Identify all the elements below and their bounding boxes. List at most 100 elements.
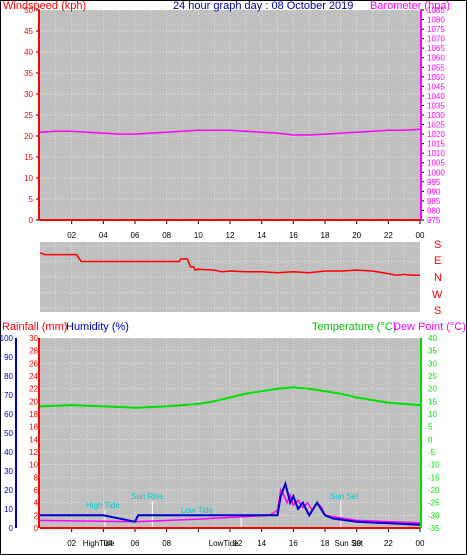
temperature-axis-label: Temperature (°C): [312, 321, 396, 333]
barometer-tick-label: 1050: [427, 73, 445, 82]
temperature-tick-label: 25: [428, 372, 437, 381]
temperature-tick-label: -5: [428, 448, 436, 457]
bottom-x-tick-label: 02: [67, 539, 76, 548]
x-tick-label: 10: [194, 231, 203, 240]
direction-label-n: N: [434, 272, 442, 284]
bottom-x-tick-label: LowTide: [209, 539, 239, 548]
low-tide-label: Low Tide: [181, 506, 214, 515]
grid-lines: [40, 9, 420, 529]
direction-label-s-top: S: [434, 239, 441, 251]
temperature-tick-label: 35: [428, 347, 437, 356]
bottom-x-tick-label: 20: [352, 539, 361, 548]
x-tick-label: 22: [384, 231, 393, 240]
humidity-tick-label: 0: [9, 524, 14, 533]
chart-title: 24 hour graph day : 08 October 2019: [173, 0, 353, 12]
x-tick-label: 14: [257, 231, 266, 240]
barometer-tick-label: 1040: [427, 92, 445, 101]
rainfall-tick-label: 0: [34, 524, 39, 533]
temperature-tick-label: 40: [428, 334, 437, 343]
rainfall-tick-label: 10: [29, 461, 38, 470]
barometer-tick-label: 995: [427, 178, 441, 187]
barometer-tick-label: 985: [427, 197, 441, 206]
x-tick-label: 12: [226, 231, 235, 240]
rainfall-tick-label: 16: [29, 423, 38, 432]
windspeed-tick-label: 20: [24, 132, 33, 141]
x-tick-label: 06: [131, 231, 140, 240]
high-tide-label: High Tide: [86, 501, 120, 510]
rainfall-tick-label: 14: [29, 435, 38, 444]
barometer-tick-label: 1085: [427, 6, 445, 15]
rainfall-tick-label: 28: [29, 347, 38, 356]
windspeed-tick-label: 40: [24, 48, 33, 57]
barometer-tick-label: 1010: [427, 149, 445, 158]
direction-label-s-bottom: S: [434, 305, 441, 317]
humidity-axis-label: Humidity (%): [66, 321, 129, 333]
windspeed-tick-label: 0: [29, 216, 34, 225]
windspeed-axis-label: Windspeed (kph): [3, 0, 86, 12]
temperature-tick-label: -35: [428, 524, 440, 533]
bottom-x-tick-label: 16: [289, 539, 298, 548]
humidity-tick-label: 100: [0, 334, 14, 343]
rainfall-tick-label: 26: [29, 359, 38, 368]
x-tick-label: 08: [162, 231, 171, 240]
windspeed-tick-label: 30: [24, 90, 33, 99]
series-marks: [39, 128, 421, 529]
tick-labels: 0510152025303540455097598098599099510001…: [0, 6, 445, 548]
bottom-x-tick-label: 22: [384, 539, 393, 548]
windspeed-tick-label: 15: [24, 153, 33, 162]
rainfall-tick-label: 24: [29, 372, 38, 381]
barometer-tick-label: 1000: [427, 168, 445, 177]
humidity-tick-label: 60: [4, 410, 13, 419]
rainfall-tick-label: 30: [29, 334, 38, 343]
humidity-tick-label: 10: [4, 505, 13, 514]
humidity-tick-label: 40: [4, 448, 13, 457]
bottom-x-tick-label: 04: [104, 539, 113, 548]
humidity-tick-label: 80: [4, 372, 13, 381]
temperature-tick-label: 10: [428, 410, 437, 419]
x-tick-label: 20: [352, 231, 361, 240]
bottom-x-tick-label: 06: [131, 539, 140, 548]
direction-label-w: W: [432, 289, 443, 301]
x-tick-label: 02: [67, 231, 76, 240]
windspeed-tick-label: 35: [24, 69, 33, 78]
humidity-tick-label: 30: [4, 467, 13, 476]
bottom-plot-area: [40, 338, 420, 528]
bottom-x-tick-label: 14: [257, 539, 266, 548]
barometer-tick-label: 1055: [427, 63, 445, 72]
wind-direction-series: [39, 252, 420, 277]
bottom-x-tick-label: Sun Set: [335, 539, 364, 548]
temperature-tick-label: 0: [428, 435, 433, 444]
x-tick-label: 04: [99, 231, 108, 240]
humidity-tick-label: 70: [4, 391, 13, 400]
rainfall-tick-label: 2: [34, 511, 39, 520]
temperature-tick-label: -20: [428, 486, 440, 495]
dewpoint-axis-label: Dew Point (°C): [393, 321, 466, 333]
rainfall-tick-label: 22: [29, 385, 38, 394]
x-tick-label: 18: [321, 231, 330, 240]
humidity-series: [40, 480, 421, 526]
bottom-x-tick-label: HighTide: [83, 539, 115, 548]
windspeed-tick-label: 50: [24, 6, 33, 15]
temperature-tick-label: 15: [428, 397, 437, 406]
temperature-tick-label: -10: [428, 461, 440, 470]
barometer-tick-label: 975: [427, 216, 441, 225]
barometer-tick-label: 1035: [427, 101, 445, 110]
rainfall-tick-label: 18: [29, 410, 38, 419]
humidity-tick-label: 90: [4, 353, 13, 362]
rainfall-tick-label: 8: [34, 473, 39, 482]
x-tick-label: 16: [289, 231, 298, 240]
bottom-x-tick-label: 00: [416, 539, 425, 548]
barometer-tick-label: 1070: [427, 35, 445, 44]
barometer-tick-label: 1020: [427, 130, 445, 139]
sun-set-label: Sun Set: [330, 492, 359, 501]
barometer-tick-label: 1075: [427, 25, 445, 34]
barometer-tick-label: 1065: [427, 44, 445, 53]
temperature-tick-label: 30: [428, 359, 437, 368]
bottom-x-tick-label: 08: [162, 539, 171, 548]
humidity-tick-label: 50: [4, 429, 13, 438]
temperature-series: [39, 386, 421, 409]
windspeed-tick-label: 25: [24, 111, 33, 120]
rainfall-tick-label: 4: [34, 499, 39, 508]
